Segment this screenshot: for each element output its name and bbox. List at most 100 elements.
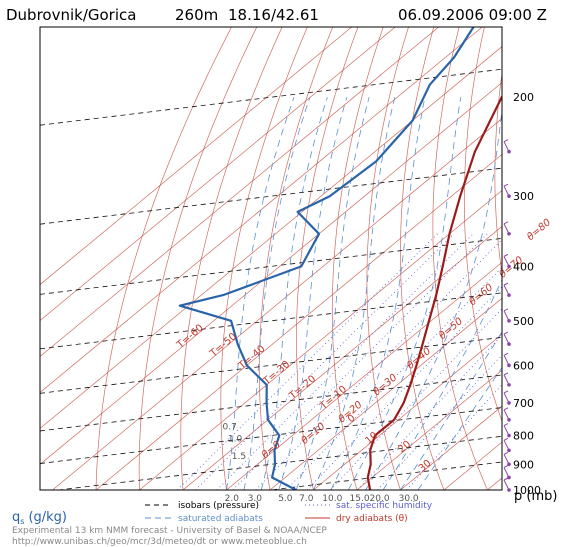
isotherm-line [313,333,502,490]
pressure-tick-label: 200 [513,91,534,104]
isotherm-line [40,27,396,322]
isotherm-line [40,27,483,393]
humidity-line [285,266,502,490]
dry-adiabat-line [400,27,445,490]
wind-barb-flag [503,183,509,187]
wind-barb-dot [507,363,511,368]
temperature-profile [366,95,502,490]
footer-line-2: http://www.unibas.ch/geo/mcr/3d/meteo/dt… [12,537,307,547]
isobar-line [40,167,502,225]
humidity-line [216,233,474,490]
dry-adiabat-line [553,27,576,490]
humidity-line [177,233,438,490]
wind-barbs [503,139,511,492]
dry-adiabat-line [366,27,409,490]
dry-adiabat-line [138,27,258,490]
profiles [178,27,502,490]
wind-barb-dot [507,433,511,438]
wind-barb-staff [503,141,510,152]
humidity-line-label: 1.0 [228,435,243,445]
saturated-adiabat-line [417,366,502,490]
isobar-line [267,461,502,490]
q-tick-label: 5.0 [278,494,293,504]
wind-barb-staff [503,374,510,386]
q-tick-label: 10.0 [322,494,342,504]
legend: qs (g/kg) isobars (pressure) saturated ad… [12,501,433,526]
humidity-line [406,384,502,490]
saturated-adiabat-line [226,97,295,490]
elevation: 260m [175,6,218,24]
pressure-axis-label: p (mb) [514,489,557,504]
humidity-line-label: 1.5 [232,452,246,462]
wind-barb-flag [503,437,509,441]
q-axis-subscript: s [20,517,24,526]
isotherm-label: T=-60 [174,323,205,352]
theta-label: θ=50 [437,316,465,342]
wind-barb-staff [503,454,510,465]
pressure-tick-label: 400 [513,260,534,273]
isotherm-label: 20 [396,439,413,456]
q-axis-symbol: q [12,510,20,525]
pressure-tick-label: 800 [513,430,534,443]
wind-barb-staff [503,256,510,267]
wind-barb-staff [503,392,510,404]
wind-barb-flag [503,390,509,394]
theta-label: θ=80 [525,217,553,243]
wind-barb-dot [507,319,511,323]
isotherm-line [139,189,502,490]
wind-barb-dot [507,462,511,467]
wind-barb-flag [503,139,509,143]
q-tick-label: 3.0 [248,494,263,504]
footer-line-1: Experimental 13 km NMM forecast - Univer… [12,526,327,536]
wind-barb-flag [503,352,509,356]
theta-label: θ=60 [467,282,495,308]
wind-barb-staff [503,425,510,436]
humidity-line-label: 0.7 [223,422,237,432]
isotherm-line [40,27,352,286]
q-axis-units: (g/kg) [28,510,67,525]
saturated-adiabat-line [365,108,502,490]
wind-barb-flag [503,423,509,426]
isobar-line [40,292,502,350]
wind-barb-flag [503,477,509,481]
pressure-tick-label: 1000 [513,484,541,497]
wind-barb-staff [503,223,510,235]
isotherm-line [356,369,502,490]
isotherm-label: T=-50 [207,331,238,360]
isobar-legend-label: isobars (pressure) [178,501,259,511]
wind-barb-staff [503,284,510,296]
q-tick-label: 7.0 [299,494,314,504]
isotherm-line [226,261,502,490]
humidity-legend-label: sat. specific humidity [336,501,433,511]
dry-adiabat-line [331,27,384,490]
pressure-tick-label: 500 [513,315,534,328]
humidity-line [232,233,488,490]
wind-barb-staff [503,479,510,491]
pressure-tick-label: 300 [513,190,534,203]
wind-barb-dot [507,194,511,198]
dry-adiabat-legend-label: dry adiabats (θ) [336,514,408,524]
wind-barb-flag [503,331,509,335]
isotherm-label: 0 [346,413,358,426]
saturated-adiabat-line [260,97,328,490]
wind-barb-dot [507,342,511,346]
dry-adiabat-line [494,71,502,277]
wind-barb-dot [507,264,511,269]
wind-barb-dot [507,383,511,387]
isotherm-label: T=-30 [261,359,292,388]
q-axis-label: qs (g/kg) [12,510,67,526]
pressure-tick-labels: 200 300 400 500 600 700 800 900 1000 [513,91,541,497]
isobar-line [40,407,502,464]
q-tick-label: 2.0 [225,494,240,504]
sat-adiabat-legend-label: saturated adiabats [178,514,263,524]
q-tick-label: 20.0 [370,494,390,504]
wind-barb-flag [503,407,509,411]
wind-barb-staff [503,355,510,366]
wind-barb-flag [503,465,509,468]
wind-barb-staff [503,185,510,197]
wind-barb-dot [507,488,511,492]
saturated-adiabat-line [330,97,426,490]
isotherm-line [95,154,502,490]
wind-barb-staff [503,409,510,421]
